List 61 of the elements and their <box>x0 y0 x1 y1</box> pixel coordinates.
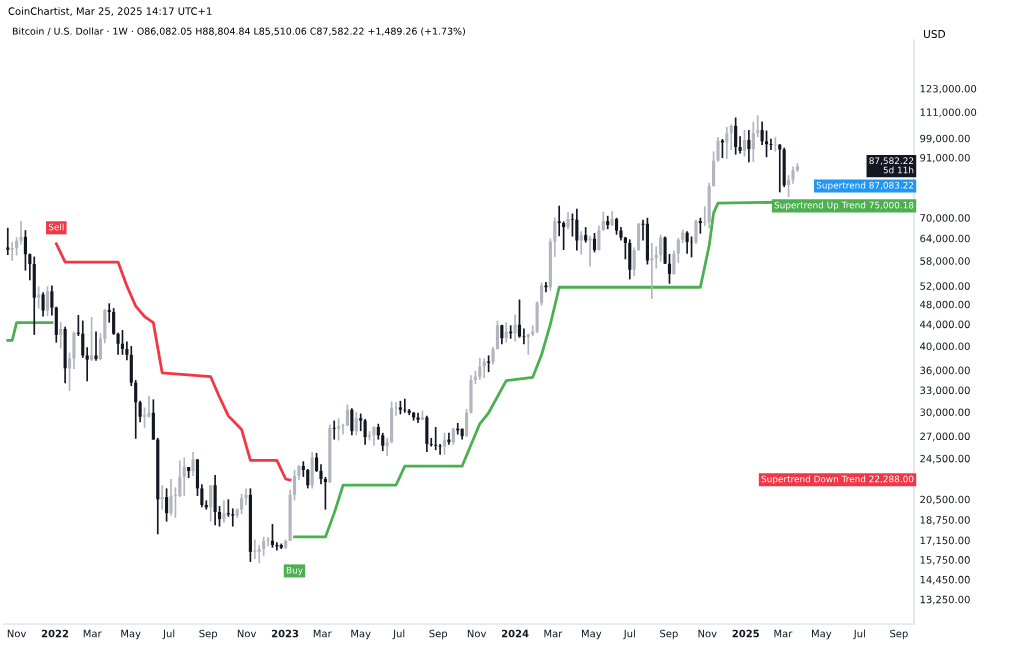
candlestick <box>482 357 486 379</box>
candlestick <box>266 536 270 548</box>
candlestick <box>45 285 50 317</box>
candlestick <box>63 325 67 385</box>
candlestick <box>751 120 755 163</box>
candlestick <box>32 255 36 336</box>
candlestick <box>720 138 724 159</box>
candlestick <box>182 456 186 497</box>
candlestick <box>442 431 447 456</box>
candlestick <box>764 129 769 158</box>
candlestick <box>659 233 663 263</box>
candlestick <box>769 137 773 151</box>
candlestick <box>345 403 350 428</box>
candlestick <box>575 207 579 252</box>
candlestick <box>628 238 632 281</box>
candlestick <box>434 426 438 452</box>
candlestick <box>10 241 14 262</box>
candlestick <box>350 407 354 437</box>
line-series <box>54 242 292 482</box>
candlestick <box>231 507 235 528</box>
candlestick <box>169 478 173 517</box>
candlestick <box>372 425 376 447</box>
candlestick <box>244 487 248 506</box>
candlestick <box>645 216 649 266</box>
candlestick <box>120 329 125 356</box>
candlestick <box>332 419 336 441</box>
candlestick <box>23 229 27 272</box>
candlestick <box>6 226 10 256</box>
candlestick <box>270 523 275 549</box>
candlestick <box>240 492 244 516</box>
candlestick <box>337 417 341 442</box>
candlestick <box>544 281 548 294</box>
candlestick <box>253 538 257 560</box>
candlestick <box>94 330 98 362</box>
candlestick <box>262 536 266 557</box>
candlestick <box>41 291 45 318</box>
candlestick <box>381 431 385 452</box>
candlestick <box>191 451 195 477</box>
candlestick <box>747 129 751 164</box>
candlestick <box>782 146 786 188</box>
candlestick <box>59 321 63 350</box>
candlestick <box>306 468 310 490</box>
candlestick <box>90 316 94 362</box>
candlestick <box>165 487 169 523</box>
candlestick <box>478 356 482 381</box>
candlestick <box>725 126 729 160</box>
candlestick <box>209 484 213 523</box>
candlestick <box>37 285 41 310</box>
candlestick <box>257 544 261 565</box>
candlestick <box>213 474 217 527</box>
candlestick <box>354 411 358 437</box>
candlestick <box>222 499 226 524</box>
candlestick <box>425 415 429 453</box>
candlestick <box>592 232 597 254</box>
candlestick <box>734 116 738 156</box>
candlestick <box>310 451 314 490</box>
candlestick <box>685 230 689 255</box>
candlestick <box>742 129 747 158</box>
candlestick <box>694 218 698 245</box>
candlestick <box>517 298 522 339</box>
candlestick <box>363 418 367 446</box>
